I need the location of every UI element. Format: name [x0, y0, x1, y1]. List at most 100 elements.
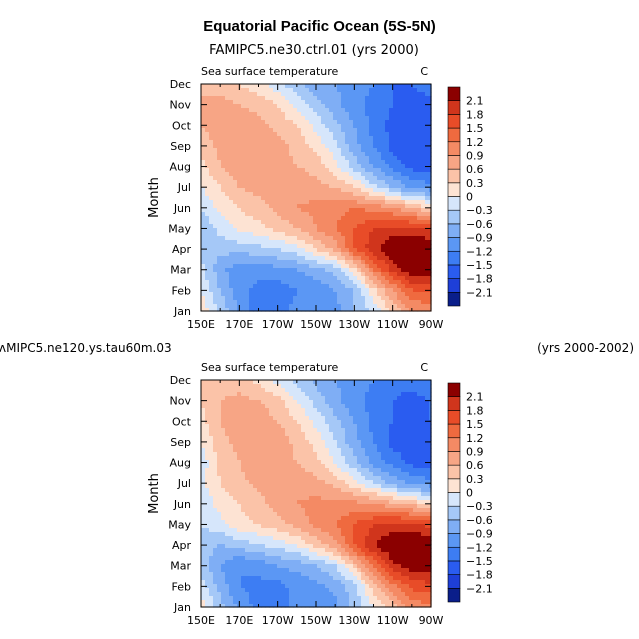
- sst-cell: [265, 204, 270, 209]
- sst-cell: [385, 472, 390, 477]
- sst-cell: [373, 276, 378, 281]
- sst-cell: [225, 284, 230, 289]
- sst-cell: [265, 232, 270, 237]
- sst-cell: [373, 260, 378, 265]
- sst-cell: [425, 416, 430, 421]
- sst-cell: [241, 444, 246, 449]
- sst-cell: [229, 272, 234, 277]
- sst-cell: [421, 152, 426, 157]
- sst-cell: [373, 84, 378, 89]
- sst-cell: [317, 116, 322, 121]
- sst-cell: [221, 140, 226, 145]
- sst-cell: [405, 436, 410, 441]
- sst-cell: [281, 460, 286, 465]
- sst-cell: [357, 484, 362, 489]
- sst-cell: [393, 308, 398, 312]
- sst-cell: [217, 288, 222, 293]
- colorbar-label: −0.9: [466, 232, 493, 245]
- sst-cell: [369, 192, 374, 197]
- sst-cell: [353, 296, 358, 301]
- sst-cell: [345, 128, 350, 133]
- sst-cell: [281, 480, 286, 485]
- sst-cell: [313, 184, 318, 189]
- sst-cell: [389, 188, 394, 193]
- sst-cell: [277, 204, 282, 209]
- sst-cell: [377, 408, 382, 413]
- sst-cell: [269, 124, 274, 129]
- sst-cell: [277, 472, 282, 477]
- sst-cell: [385, 140, 390, 145]
- sst-cell: [333, 152, 338, 157]
- sst-cell: [217, 384, 222, 389]
- sst-cell: [405, 196, 410, 201]
- sst-cell: [257, 236, 262, 241]
- sst-cell: [397, 172, 402, 177]
- sst-cell: [349, 304, 354, 309]
- sst-cell: [349, 92, 354, 97]
- sst-cell: [385, 196, 390, 201]
- sst-cell: [309, 272, 314, 277]
- sst-cell: [349, 292, 354, 297]
- sst-cell: [241, 264, 246, 269]
- sst-cell: [429, 444, 432, 449]
- sst-cell: [401, 472, 406, 477]
- sst-cell: [277, 200, 282, 205]
- sst-cell: [221, 192, 226, 197]
- sst-cell: [329, 444, 334, 449]
- sst-cell: [225, 444, 230, 449]
- sst-cell: [317, 228, 322, 233]
- sst-cell: [397, 232, 402, 237]
- sst-cell: [221, 232, 226, 237]
- sst-cell: [201, 432, 206, 437]
- sst-cell: [429, 452, 432, 457]
- sst-cell: [341, 164, 346, 169]
- sst-cell: [349, 184, 354, 189]
- sst-cell: [413, 392, 418, 397]
- sst-cell: [265, 272, 270, 277]
- sst-cell: [297, 468, 302, 473]
- sst-cell: [409, 296, 414, 301]
- sst-cell: [309, 408, 314, 413]
- sst-cell: [297, 276, 302, 281]
- sst-cell: [357, 416, 362, 421]
- sst-cell: [297, 268, 302, 273]
- sst-cell: [397, 132, 402, 137]
- sst-cell: [213, 172, 218, 177]
- sst-cell: [293, 392, 298, 397]
- sst-cell: [333, 128, 338, 133]
- sst-cell: [257, 128, 262, 133]
- sst-cell: [253, 272, 258, 277]
- sst-cell: [221, 280, 226, 285]
- sst-cell: [345, 416, 350, 421]
- sst-cell: [361, 216, 366, 221]
- sst-cell: [289, 180, 294, 185]
- sst-cell: [297, 228, 302, 233]
- sst-cell: [241, 428, 246, 433]
- sst-cell: [429, 392, 432, 397]
- sst-cell: [405, 304, 410, 309]
- sst-cell: [253, 256, 258, 261]
- sst-cell: [401, 300, 406, 305]
- sst-cell: [381, 476, 386, 481]
- sst-cell: [369, 384, 374, 389]
- sst-cell: [201, 224, 206, 229]
- sst-cell: [217, 264, 222, 269]
- sst-cell: [237, 176, 242, 181]
- sst-cell: [285, 176, 290, 181]
- sst-cell: [401, 252, 406, 257]
- sst-cell: [405, 156, 410, 161]
- sst-cell: [317, 136, 322, 141]
- sst-cell: [213, 436, 218, 441]
- sst-cell: [289, 108, 294, 113]
- sst-cell: [245, 180, 250, 185]
- sst-cell: [265, 96, 270, 101]
- sst-cell: [309, 188, 314, 193]
- sst-cell: [377, 168, 382, 173]
- sst-cell: [377, 200, 382, 205]
- sst-cell: [397, 288, 402, 293]
- sst-cell: [353, 232, 358, 237]
- sst-cell: [209, 188, 214, 193]
- sst-cell: [261, 472, 266, 477]
- sst-cell: [265, 176, 270, 181]
- sst-cell: [317, 232, 322, 237]
